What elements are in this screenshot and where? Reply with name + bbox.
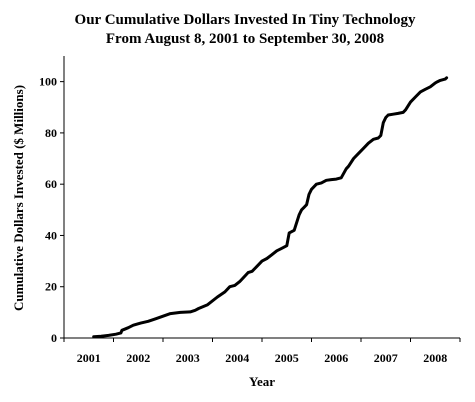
y-tick-label: 100: [39, 75, 57, 89]
x-tick-label: 2007: [374, 351, 398, 365]
y-tick-label: 40: [45, 228, 57, 242]
chart-title: Our Cumulative Dollars Invested In Tiny …: [75, 12, 416, 28]
chart-subtitle: From August 8, 2001 to September 30, 200…: [106, 31, 384, 47]
x-tick-label: 2006: [324, 351, 348, 365]
x-tick-label: 2001: [77, 351, 101, 365]
x-tick-label: 2003: [176, 351, 200, 365]
x-ticks: 2001 2002 2003 2004 2005 2006 2007 2008: [63, 338, 461, 365]
x-tick-label: 2002: [126, 351, 150, 365]
y-tick-label: 20: [45, 280, 57, 294]
x-tick-label: 2008: [423, 351, 447, 365]
y-tick-label: 60: [45, 177, 57, 191]
x-tick-label: 2004: [225, 351, 249, 365]
y-ticks: 0 20 40 60 80 100: [39, 75, 64, 345]
x-tick-label: 2005: [275, 351, 299, 365]
x-axis-label: Year: [249, 374, 275, 389]
series-line: [92, 76, 449, 339]
y-tick-label: 80: [45, 126, 57, 140]
y-tick-label: 0: [51, 331, 57, 345]
y-axis-label: Cumulative Dollars Invested ($ Millions): [11, 85, 26, 311]
